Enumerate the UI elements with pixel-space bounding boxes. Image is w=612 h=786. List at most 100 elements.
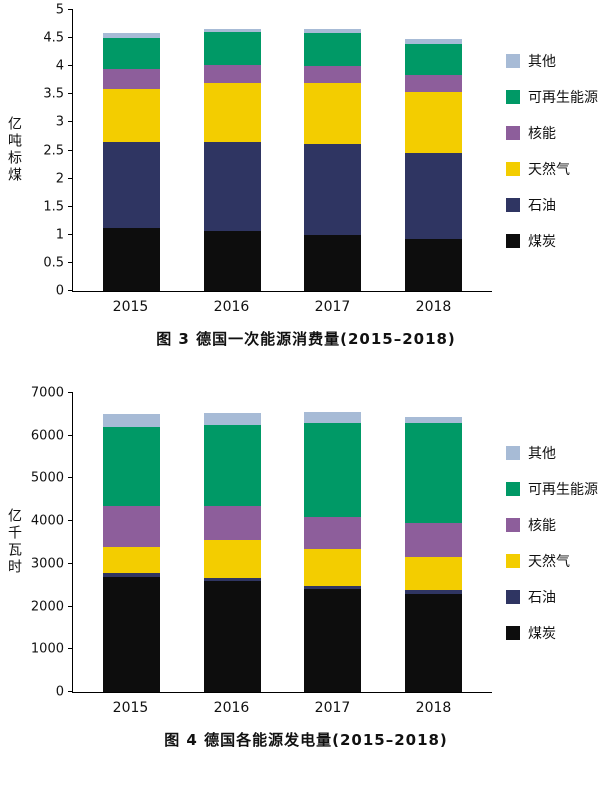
bar-segment-天然气 <box>102 546 160 574</box>
stacked-bar-2017 <box>304 10 362 291</box>
legend-swatch <box>506 53 520 68</box>
y-tick-mark <box>68 648 73 650</box>
stacked-bar-2016 <box>203 393 261 692</box>
bar-segment-煤炭 <box>203 230 261 291</box>
legend-item-天然气: 天然气 <box>506 551 612 571</box>
bar-segment-可再生能源 <box>102 427 160 507</box>
y-tick-label: 1.5 <box>43 199 64 215</box>
bar-segment-天然气 <box>304 548 362 586</box>
legend-item-天然气: 天然气 <box>506 159 612 179</box>
y-tick-mark <box>68 477 73 479</box>
y-tick-mark <box>68 121 73 123</box>
bar-segment-石油 <box>405 590 463 594</box>
y-tick-mark <box>68 290 73 291</box>
bar-segment-核能 <box>405 74 463 92</box>
stacked-bar-2018 <box>405 393 463 692</box>
chart-row: 亿千瓦时 0 1000 2000 3000 4000 5000 6000 7000 2015 2… <box>0 386 612 717</box>
bar-segment-石油 <box>102 573 160 577</box>
bar-segment-其他 <box>102 414 160 428</box>
x-tick-label: 2016 <box>213 700 250 716</box>
stacked-bar-2016 <box>203 10 261 291</box>
y-tick-mark <box>68 205 73 207</box>
article-figure-page: 亿吨标煤 0 0.5 1 1.5 2 2.5 3 3.5 4 4.5 5 2015 2016 2017 2… <box>0 3 612 750</box>
bar-segment-可再生能源 <box>102 38 160 70</box>
figure-primary-energy-consumption: 亿吨标煤 0 0.5 1 1.5 2 2.5 3 3.5 4 4.5 5 2015 2016 2017 2… <box>0 3 612 349</box>
chart-row: 亿吨标煤 0 0.5 1 1.5 2 2.5 3 3.5 4 4.5 5 2015 2016 2017 2… <box>0 3 612 316</box>
bar-segment-可再生能源 <box>405 422 463 524</box>
legend-swatch <box>506 625 520 640</box>
bar-segment-核能 <box>102 69 160 89</box>
x-tick-label: 2017 <box>314 299 351 315</box>
bar-segment-煤炭 <box>203 580 261 692</box>
legend-swatch <box>506 161 520 176</box>
legend-swatch <box>506 553 520 568</box>
y-tick-label: 2.5 <box>43 143 64 158</box>
y-tick-label: 7000 <box>30 385 64 401</box>
legend-swatch <box>506 125 520 140</box>
plot-column: 0 0.5 1 1.5 2 2.5 3 3.5 4 4.5 5 2015 2016 2017 2018 <box>28 3 492 315</box>
y-tick-label: 2000 <box>30 599 64 615</box>
bar-segment-其他 <box>203 28 261 32</box>
y-tick-mark <box>68 37 73 39</box>
legend-label: 煤炭 <box>528 233 556 250</box>
bar-segment-煤炭 <box>304 588 362 692</box>
x-axis: 2015 2016 2017 2018 <box>72 700 492 716</box>
y-tick-label: 2 <box>55 171 64 187</box>
legend-label: 核能 <box>528 125 556 142</box>
stacked-bar-2018 <box>405 10 463 291</box>
x-tick-label: 2015 <box>112 299 149 315</box>
x-axis: 2015 2016 2017 2018 <box>72 299 492 315</box>
bar-segment-核能 <box>405 523 463 558</box>
bar-segment-核能 <box>203 64 261 84</box>
y-axis-title: 亿吨标煤 <box>6 115 22 184</box>
legend-swatch <box>506 517 520 532</box>
legend-label: 石油 <box>528 589 556 606</box>
legend-label: 天然气 <box>528 553 570 570</box>
x-tick-label: 2018 <box>415 299 452 315</box>
y-tick-mark <box>68 392 73 393</box>
bar-segment-核能 <box>304 66 362 84</box>
figure-caption: 图 4 德国各能源发电量(2015–2018) <box>164 731 448 749</box>
y-tick-mark <box>68 605 73 607</box>
bar-segment-煤炭 <box>102 576 160 692</box>
bar-segment-核能 <box>102 506 160 547</box>
bars-group <box>73 393 492 692</box>
legend-item-可再生能源: 可再生能源 <box>506 87 612 107</box>
legend-item-核能: 核能 <box>506 123 612 143</box>
bar-segment-可再生能源 <box>203 31 261 65</box>
bar-segment-天然气 <box>203 540 261 578</box>
y-tick-label: 3.5 <box>43 86 64 102</box>
y-tick-label: 3000 <box>30 556 64 572</box>
bar-segment-可再生能源 <box>405 43 463 75</box>
legend-swatch <box>506 233 520 248</box>
y-tick-mark <box>68 65 73 67</box>
bar-segment-煤炭 <box>102 228 160 291</box>
y-tick-label: 1 <box>55 227 64 243</box>
bar-segment-煤炭 <box>405 593 463 692</box>
bar-segment-煤炭 <box>405 239 463 291</box>
bar-segment-其他 <box>102 32 160 39</box>
y-tick-mark <box>68 434 73 436</box>
x-tick-label: 2015 <box>112 700 149 716</box>
y-tick-mark <box>68 149 73 151</box>
y-tick-mark <box>68 177 73 179</box>
y-tick-label: 4.5 <box>43 30 64 46</box>
y-tick-mark <box>68 233 73 235</box>
bar-segment-天然气 <box>405 91 463 154</box>
bar-segment-其他 <box>304 412 362 423</box>
y-tick-label: 5 <box>55 2 64 18</box>
y-tick-mark <box>68 261 73 263</box>
bar-segment-煤炭 <box>304 234 362 291</box>
bar-segment-其他 <box>405 39 463 44</box>
bar-segment-天然气 <box>102 88 160 143</box>
y-tick-mark <box>68 9 73 10</box>
legend-label: 石油 <box>528 197 556 214</box>
legend-label: 天然气 <box>528 161 570 178</box>
legend-swatch <box>506 589 520 604</box>
y-tick-mark <box>68 93 73 95</box>
y-tick-label: 4000 <box>30 513 64 529</box>
y-tick-label: 4 <box>55 58 64 74</box>
y-tick-label: 0 <box>55 684 64 700</box>
bar-segment-其他 <box>203 413 261 426</box>
y-tick-mark <box>68 562 73 564</box>
